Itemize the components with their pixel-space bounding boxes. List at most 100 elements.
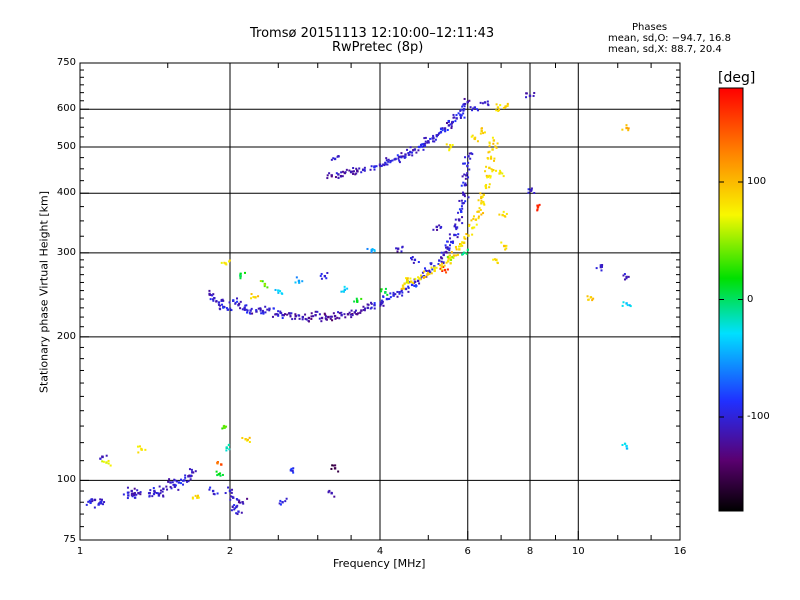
data-point bbox=[360, 297, 363, 300]
data-point bbox=[473, 226, 476, 229]
data-point bbox=[385, 297, 389, 301]
data-point bbox=[259, 308, 262, 311]
data-point bbox=[373, 303, 376, 307]
data-point bbox=[472, 215, 475, 218]
data-point bbox=[440, 268, 443, 271]
data-point bbox=[386, 163, 389, 166]
data-point bbox=[277, 289, 280, 292]
data-point bbox=[244, 304, 247, 307]
data-point bbox=[279, 310, 282, 313]
data-point bbox=[152, 487, 155, 490]
data-point bbox=[392, 291, 395, 294]
data-point bbox=[441, 127, 444, 130]
data-point bbox=[493, 159, 496, 162]
data-point bbox=[410, 257, 413, 260]
data-point bbox=[433, 267, 436, 270]
data-point bbox=[412, 261, 415, 264]
data-point bbox=[461, 105, 464, 108]
data-point bbox=[343, 288, 347, 291]
data-point bbox=[595, 267, 598, 270]
data-point bbox=[180, 482, 183, 485]
data-point bbox=[538, 203, 541, 206]
data-point bbox=[188, 474, 191, 477]
data-point bbox=[470, 219, 473, 222]
data-point bbox=[474, 136, 477, 139]
data-point bbox=[492, 258, 495, 261]
data-point bbox=[284, 500, 287, 503]
data-point bbox=[438, 224, 441, 227]
data-point bbox=[407, 282, 410, 285]
data-point bbox=[466, 100, 469, 104]
data-point bbox=[421, 145, 424, 148]
data-point bbox=[333, 495, 336, 498]
y-tick-label: 300 bbox=[56, 246, 76, 258]
data-point bbox=[409, 277, 412, 280]
data-point bbox=[391, 159, 394, 162]
data-point bbox=[220, 299, 223, 302]
data-point bbox=[488, 166, 491, 170]
data-point bbox=[415, 151, 418, 154]
data-point bbox=[505, 247, 508, 250]
data-point bbox=[126, 497, 129, 500]
data-point bbox=[482, 202, 485, 205]
data-point bbox=[450, 251, 453, 254]
data-point bbox=[536, 205, 540, 209]
data-point bbox=[383, 164, 386, 167]
data-point bbox=[277, 313, 280, 316]
data-point bbox=[448, 249, 451, 252]
data-point bbox=[503, 245, 506, 248]
data-point bbox=[409, 150, 412, 154]
data-point bbox=[427, 140, 430, 143]
data-point bbox=[409, 146, 412, 149]
phases-mean-o: mean, sd,O: −94.7, 16.8 bbox=[608, 33, 731, 44]
data-point bbox=[382, 163, 385, 166]
data-point bbox=[482, 212, 485, 215]
data-point bbox=[442, 262, 445, 265]
data-point bbox=[457, 211, 460, 214]
data-point bbox=[424, 136, 427, 139]
data-point bbox=[457, 218, 460, 221]
data-point bbox=[401, 155, 404, 158]
data-point bbox=[414, 284, 417, 287]
data-point bbox=[426, 273, 429, 276]
data-point bbox=[426, 141, 429, 144]
data-point bbox=[183, 479, 186, 482]
data-point bbox=[301, 315, 305, 319]
data-point bbox=[470, 135, 473, 138]
data-point bbox=[230, 309, 233, 312]
data-point bbox=[227, 486, 230, 489]
phases-heading: Phases bbox=[632, 22, 668, 33]
data-point bbox=[424, 269, 427, 272]
data-point bbox=[410, 258, 413, 261]
data-point bbox=[464, 182, 467, 185]
data-point bbox=[307, 320, 310, 323]
data-point bbox=[431, 268, 434, 271]
data-point bbox=[420, 275, 423, 278]
data-point bbox=[480, 213, 483, 216]
data-point bbox=[136, 489, 139, 492]
data-point bbox=[358, 167, 361, 170]
data-point bbox=[133, 487, 136, 490]
data-point bbox=[352, 172, 355, 175]
data-point bbox=[330, 467, 333, 470]
data-point bbox=[161, 490, 164, 493]
data-point bbox=[360, 171, 363, 174]
data-point bbox=[586, 295, 589, 298]
data-point bbox=[448, 149, 451, 152]
x-tick-label: 16 bbox=[673, 546, 687, 557]
data-point bbox=[446, 128, 449, 131]
data-point bbox=[148, 495, 151, 498]
data-point bbox=[225, 425, 228, 428]
data-point bbox=[340, 171, 343, 174]
data-point bbox=[274, 313, 277, 316]
data-point bbox=[477, 210, 480, 213]
data-point bbox=[625, 127, 628, 130]
data-point bbox=[439, 226, 442, 229]
x-axis-label: Frequency [MHz] bbox=[333, 557, 426, 570]
data-point bbox=[319, 274, 322, 277]
data-point bbox=[249, 309, 252, 312]
data-point bbox=[442, 253, 445, 257]
data-point bbox=[430, 266, 433, 269]
data-point bbox=[394, 293, 397, 296]
data-point bbox=[264, 311, 267, 314]
